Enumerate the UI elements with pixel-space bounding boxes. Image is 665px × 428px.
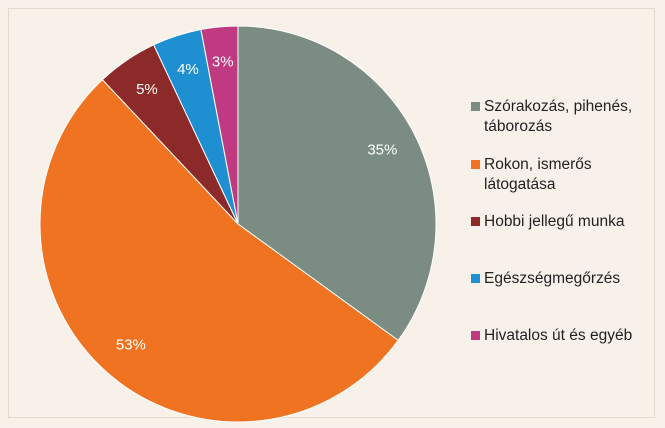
value-label: 5% bbox=[136, 81, 158, 98]
value-label: 4% bbox=[177, 61, 199, 78]
legend-item: Hobbi jellegű munka bbox=[471, 212, 656, 232]
legend-item: Egészségmegőrzés bbox=[471, 269, 656, 289]
legend-label: Rokon, ismerős látogatása bbox=[484, 156, 592, 193]
legend-swatch bbox=[471, 102, 480, 111]
legend-item: Hivatalos út és egyéb bbox=[471, 326, 656, 346]
legend-item: Rokon, ismerős látogatása bbox=[471, 155, 656, 195]
pie-slice bbox=[200, 25, 239, 225]
value-label: 35% bbox=[367, 141, 397, 158]
legend-item: Szórakozás, pihenés, táborozás bbox=[471, 97, 656, 137]
value-label: 3% bbox=[212, 54, 234, 71]
legend-label: Egészségmegőrzés bbox=[484, 270, 621, 287]
frame bbox=[8, 8, 655, 418]
legend-swatch bbox=[471, 217, 480, 226]
legend-label: Hivatalos út és egyéb bbox=[484, 327, 633, 344]
legend-swatch bbox=[471, 160, 480, 169]
legend-swatch bbox=[471, 331, 480, 340]
legend-swatch bbox=[471, 274, 480, 283]
legend-label: Hobbi jellegű munka bbox=[484, 213, 625, 230]
value-label: 53% bbox=[116, 336, 146, 353]
pie-slice bbox=[39, 78, 399, 423]
legend-label: Szórakozás, pihenés, táborozás bbox=[484, 98, 633, 135]
pie-slice bbox=[237, 25, 437, 342]
